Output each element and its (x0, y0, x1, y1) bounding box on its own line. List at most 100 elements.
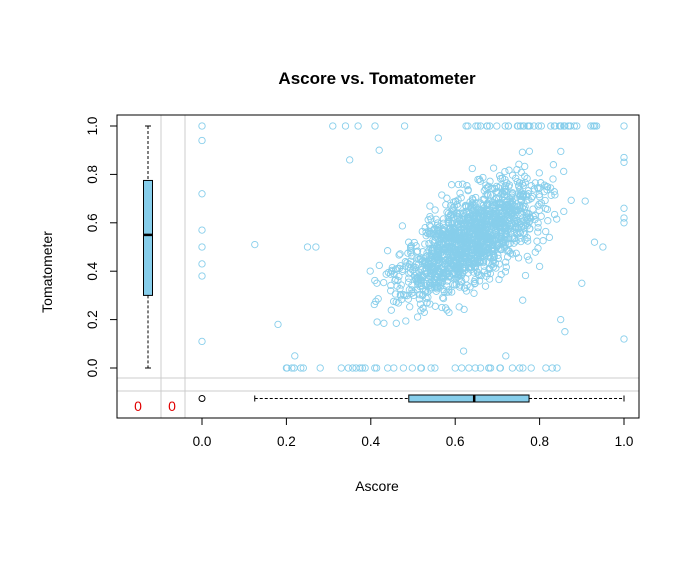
data-point (463, 215, 471, 223)
data-point (489, 250, 498, 258)
data-point (452, 280, 460, 289)
data-point (434, 248, 442, 256)
data-point (542, 364, 550, 372)
data-point (482, 191, 490, 199)
data-point (456, 189, 464, 197)
data-point (395, 251, 403, 259)
data-point (497, 203, 506, 211)
data-point (451, 197, 460, 206)
data-point (485, 364, 493, 372)
data-point (421, 240, 429, 248)
data-point (521, 235, 529, 244)
data-point (251, 240, 259, 249)
data-point (460, 257, 468, 266)
data-point (283, 364, 291, 372)
data-point (366, 267, 374, 275)
data-point (382, 270, 390, 278)
data-point (543, 186, 551, 194)
x-tick-label: 0.6 (446, 434, 465, 449)
data-point (470, 206, 478, 215)
chart-title: Ascore vs. Tomatometer (278, 69, 476, 88)
data-point (452, 266, 461, 274)
data-point (521, 271, 530, 280)
data-point (463, 182, 471, 190)
data-point (505, 166, 513, 174)
data-point (557, 315, 565, 324)
data-point (352, 364, 360, 372)
x-tick-label: 0.8 (530, 434, 549, 449)
data-point (581, 197, 589, 205)
data-point (557, 147, 565, 156)
data-point (496, 215, 504, 223)
data-point (557, 122, 565, 130)
x-tick-label: 0.2 (277, 434, 296, 449)
data-point (474, 122, 482, 130)
data-point (483, 201, 491, 210)
y-tick-label: 1.0 (85, 117, 100, 136)
data-point (455, 227, 463, 235)
data-point (534, 244, 542, 252)
x-tick-label: 1.0 (615, 434, 634, 449)
data-point (433, 241, 442, 249)
data-point (513, 228, 521, 236)
data-point (471, 210, 479, 218)
y-tick-label: 0.8 (85, 165, 100, 184)
data-point (502, 352, 510, 360)
data-point (475, 214, 484, 222)
data-point (515, 179, 524, 187)
data-point (456, 217, 464, 225)
data-point (474, 245, 483, 253)
boxplots-layer (143, 125, 625, 403)
data-point (587, 122, 595, 130)
x-axis-label: Ascore (355, 478, 399, 494)
data-point (454, 213, 462, 221)
data-point (431, 364, 439, 372)
x-missing-count: 0 (134, 398, 142, 414)
data-point (392, 265, 400, 273)
data-point (512, 249, 520, 257)
data-point (500, 196, 508, 205)
data-point (396, 262, 405, 270)
data-point (372, 364, 381, 372)
data-point (441, 265, 449, 273)
data-point (456, 281, 464, 289)
data-point (274, 320, 282, 329)
data-point (464, 186, 472, 194)
data-point (414, 279, 423, 287)
data-point (599, 243, 607, 251)
data-point (442, 244, 450, 252)
data-point (495, 218, 504, 227)
data-point (303, 243, 312, 251)
data-point (387, 281, 395, 290)
data-point (390, 364, 398, 372)
data-point (510, 235, 518, 243)
x-tick-label: 0.4 (361, 434, 380, 449)
data-point (545, 233, 554, 242)
data-point (437, 282, 445, 290)
data-point (392, 298, 400, 306)
data-point (525, 256, 533, 264)
data-point (418, 227, 426, 236)
data-point (620, 204, 628, 212)
data-point (508, 193, 516, 201)
data-point (473, 205, 481, 214)
data-point (400, 122, 409, 130)
data-point (500, 192, 509, 201)
data-point (431, 206, 439, 214)
y-missing-count: 0 (168, 398, 176, 414)
data-point (426, 202, 434, 210)
data-point (401, 262, 410, 270)
data-point (402, 317, 410, 325)
data-point (291, 352, 299, 360)
data-point (470, 200, 478, 209)
data-point (349, 364, 357, 372)
data-point (445, 288, 453, 296)
data-point (480, 222, 488, 230)
data-point (392, 319, 400, 327)
data-point (508, 250, 516, 258)
data-point (533, 237, 541, 245)
data-point (361, 364, 369, 372)
data-point (448, 270, 456, 278)
data-point (356, 364, 364, 372)
data-point (427, 279, 435, 287)
